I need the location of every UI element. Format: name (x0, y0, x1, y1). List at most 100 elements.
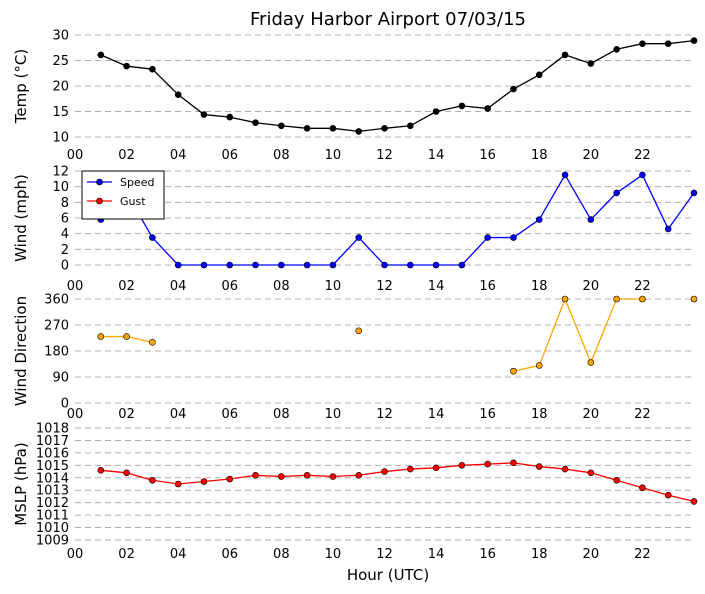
y-tick-label: 0 (61, 397, 69, 412)
data-point (510, 367, 517, 375)
legend-marker (96, 178, 103, 186)
data-point (200, 111, 208, 118)
y-tick-label: 30 (52, 29, 69, 44)
data-point (664, 40, 672, 47)
y-axis-label: Temp (°C) (12, 49, 30, 124)
x-tick-label: 10 (325, 279, 342, 294)
y-tick-label: 1018 (36, 422, 69, 437)
x-tick-label: 06 (221, 279, 238, 294)
x-tick-label: 02 (118, 148, 135, 163)
x-tick-label: 04 (170, 547, 187, 562)
x-tick-label: 14 (428, 547, 445, 562)
data-point (278, 473, 285, 480)
series-speed (97, 171, 698, 269)
data-point (664, 491, 672, 499)
x-tick-label: 04 (170, 148, 187, 163)
y-tick-label: 15 (52, 105, 69, 120)
y-tick-label: 1012 (36, 496, 69, 511)
x-tick-label: 02 (118, 407, 135, 422)
data-point (329, 261, 337, 269)
data-point (252, 471, 259, 479)
x-tick-label: 14 (428, 148, 445, 163)
data-point (226, 113, 234, 121)
data-point (484, 234, 491, 241)
data-point (355, 471, 363, 479)
data-point (535, 362, 543, 369)
data-point (690, 295, 698, 303)
data-point (406, 465, 414, 473)
data-point (381, 468, 388, 475)
data-point (123, 333, 130, 340)
x-tick-label: 14 (428, 279, 445, 294)
y-tick-label: 10 (52, 131, 69, 146)
chart-title: Friday Harbor Airport 07/03/15 (250, 9, 526, 30)
series-line (100, 462, 695, 503)
data-point (278, 261, 285, 269)
data-point (278, 122, 285, 130)
y-axis-label: Wind Direction (12, 296, 30, 406)
data-point (510, 234, 517, 241)
x-tick-label: 20 (583, 407, 600, 422)
data-point (174, 480, 182, 488)
x-tick-label: 12 (376, 279, 393, 294)
data-point (97, 467, 105, 474)
x-tick-label: 18 (531, 547, 548, 562)
data-point (123, 62, 130, 70)
data-point (535, 463, 543, 470)
data-point (432, 464, 440, 472)
data-point (432, 261, 440, 269)
legend-box (81, 170, 165, 220)
data-point (226, 475, 234, 483)
data-point (561, 465, 569, 473)
data-point (174, 91, 182, 98)
y-tick-label: 25 (52, 54, 69, 69)
x-tick-label: 00 (67, 407, 84, 422)
data-point (252, 119, 259, 127)
data-point (664, 225, 672, 233)
data-point (149, 65, 156, 73)
data-point (613, 295, 620, 303)
panel-1: 10 15 20 25 30 00 02 04 06 08 10 12 14 16 18 20 22 Temp (… (12, 29, 698, 163)
y-axis-label: MSLP (hPa) (12, 442, 30, 525)
data-point (587, 60, 595, 67)
series-line (513, 297, 643, 372)
data-point (97, 51, 105, 59)
y-tick-label: 10 (52, 180, 69, 195)
x-tick-label: 18 (531, 279, 548, 294)
x-tick-label: 22 (634, 547, 651, 562)
y-tick-label: 8 (61, 196, 69, 211)
x-tick-label: 10 (325, 407, 342, 422)
legend-marker (96, 197, 103, 205)
data-point (587, 469, 595, 477)
y-axis-label: Wind (mph) (12, 174, 30, 262)
data-point (252, 261, 259, 269)
x-tick-label: 04 (170, 407, 187, 422)
data-point (123, 469, 130, 477)
data-point (561, 171, 569, 179)
panel-4: 1009101010111012101310141015101610171018… (12, 422, 698, 562)
x-tick-label: 16 (479, 148, 496, 163)
y-tick-label: 1013 (36, 484, 69, 499)
data-point (200, 261, 208, 269)
x-tick-label: 20 (583, 279, 600, 294)
data-point (613, 189, 620, 197)
x-tick-label: 12 (376, 547, 393, 562)
y-tick-label: 12 (52, 165, 69, 180)
legend-label: Gust (120, 195, 146, 208)
y-tick-label: 20 (52, 80, 69, 95)
y-tick-label: 1016 (36, 446, 69, 461)
data-point (303, 125, 311, 132)
x-tick-label: 00 (67, 547, 84, 562)
x-tick-label: 12 (376, 148, 393, 163)
data-point (406, 122, 414, 130)
y-tick-label: 2 (61, 243, 69, 258)
data-point (355, 128, 363, 135)
y-tick-label: 90 (52, 371, 69, 386)
x-tick-label: 22 (634, 279, 651, 294)
data-point (174, 261, 182, 269)
y-tick-label: 1017 (36, 434, 69, 449)
data-point (458, 462, 466, 469)
x-tick-label: 06 (221, 148, 238, 163)
data-point (432, 108, 440, 115)
